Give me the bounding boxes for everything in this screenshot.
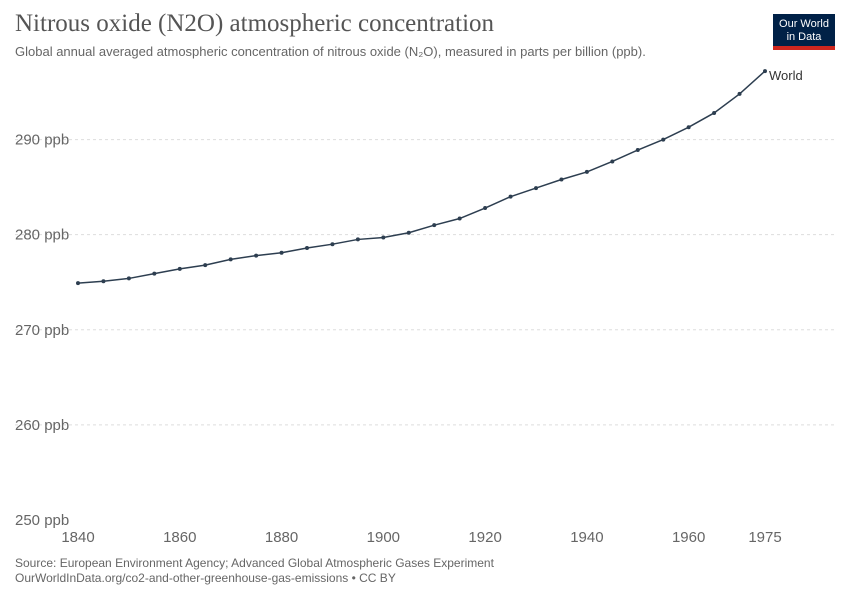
data-point[interactable] [126,276,131,281]
data-point[interactable] [355,237,360,242]
owid-logo[interactable]: Our World in Data [773,14,835,50]
data-point[interactable] [686,125,691,130]
data-point[interactable] [305,245,309,250]
logo-line-1: Our World [779,18,829,30]
y-axis-tick-labels: 250 ppb 260 ppb 270 ppb 280 ppb 290 ppb [15,132,69,529]
x-tick-label: 1960 [672,529,705,546]
data-point[interactable] [177,266,182,271]
x-tick-label: 1940 [570,529,603,546]
x-tick-label: 1840 [61,529,94,546]
data-point[interactable] [559,177,564,182]
data-point[interactable] [203,263,208,268]
data-point[interactable] [254,253,259,258]
series-world: World [76,68,803,286]
data-point[interactable] [279,250,284,255]
data-point[interactable] [483,206,488,211]
data-point[interactable] [406,230,411,235]
data-point[interactable] [661,137,666,142]
data-point[interactable] [228,257,233,262]
x-tick-label: 1920 [468,529,501,546]
y-tick-label: 290 ppb [15,132,69,149]
series-label: World [769,68,803,83]
data-point[interactable] [763,69,767,74]
data-point[interactable] [457,216,462,221]
data-point[interactable] [534,186,538,191]
y-tick-label: 260 ppb [15,417,69,434]
x-tick-label: 1975 [748,529,781,546]
y-tick-label: 280 ppb [15,227,69,244]
logo-line-2: in Data [786,31,822,43]
y-tick-label: 270 ppb [15,322,69,339]
chart-footer: Source: European Environment Agency; Adv… [15,556,494,586]
data-point[interactable] [584,169,589,174]
chart-subtitle: Global annual averaged atmospheric conce… [15,44,646,59]
data-point[interactable] [152,271,157,276]
data-point[interactable] [737,91,742,96]
data-point[interactable] [330,242,335,247]
x-tick-label: 1860 [163,529,196,546]
data-point[interactable] [76,281,80,286]
data-point[interactable] [101,279,106,284]
y-tick-label: 250 ppb [15,512,69,529]
data-point[interactable] [712,110,717,115]
data-point[interactable] [635,148,640,153]
data-point[interactable] [508,194,513,199]
data-point[interactable] [432,223,437,228]
x-tick-label: 1900 [367,529,400,546]
grid-lines [15,139,835,426]
source-text: Source: European Environment Agency; Adv… [15,556,494,570]
data-point[interactable] [381,235,386,240]
series-line [77,70,766,284]
chart-title: Nitrous oxide (N2O) atmospheric concentr… [15,10,495,37]
x-axis-tick-labels: 1840 1860 1880 1900 1920 1940 1960 1975 [61,529,781,546]
url-license-text: OurWorldInData.org/co2-and-other-greenho… [15,571,396,585]
x-tick-label: 1880 [265,529,298,546]
data-point[interactable] [610,159,615,164]
